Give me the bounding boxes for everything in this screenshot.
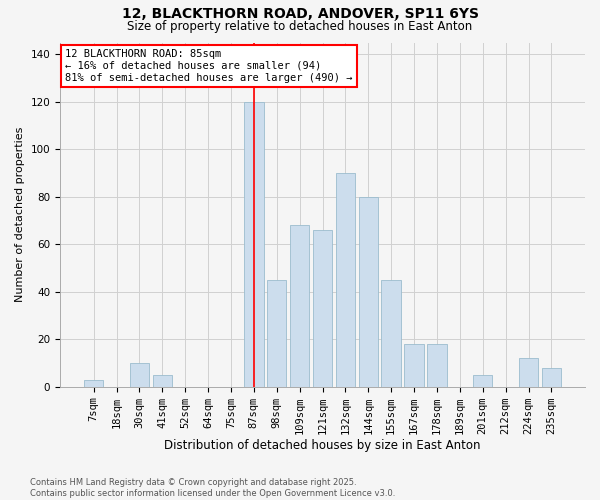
Text: Contains HM Land Registry data © Crown copyright and database right 2025.
Contai: Contains HM Land Registry data © Crown c…: [30, 478, 395, 498]
Bar: [473, 375, 493, 386]
Bar: [244, 102, 263, 387]
Bar: [130, 363, 149, 386]
Bar: [335, 173, 355, 386]
Y-axis label: Number of detached properties: Number of detached properties: [15, 127, 25, 302]
Bar: [84, 380, 103, 386]
Bar: [267, 280, 286, 386]
Text: 12, BLACKTHORN ROAD, ANDOVER, SP11 6YS: 12, BLACKTHORN ROAD, ANDOVER, SP11 6YS: [121, 8, 479, 22]
Bar: [290, 226, 310, 386]
Bar: [427, 344, 446, 387]
X-axis label: Distribution of detached houses by size in East Anton: Distribution of detached houses by size …: [164, 440, 481, 452]
Bar: [542, 368, 561, 386]
Bar: [382, 280, 401, 386]
Bar: [519, 358, 538, 386]
Bar: [404, 344, 424, 387]
Bar: [313, 230, 332, 386]
Text: Size of property relative to detached houses in East Anton: Size of property relative to detached ho…: [127, 20, 473, 33]
Bar: [359, 197, 378, 386]
Bar: [152, 375, 172, 386]
Text: 12 BLACKTHORN ROAD: 85sqm
← 16% of detached houses are smaller (94)
81% of semi-: 12 BLACKTHORN ROAD: 85sqm ← 16% of detac…: [65, 50, 353, 82]
